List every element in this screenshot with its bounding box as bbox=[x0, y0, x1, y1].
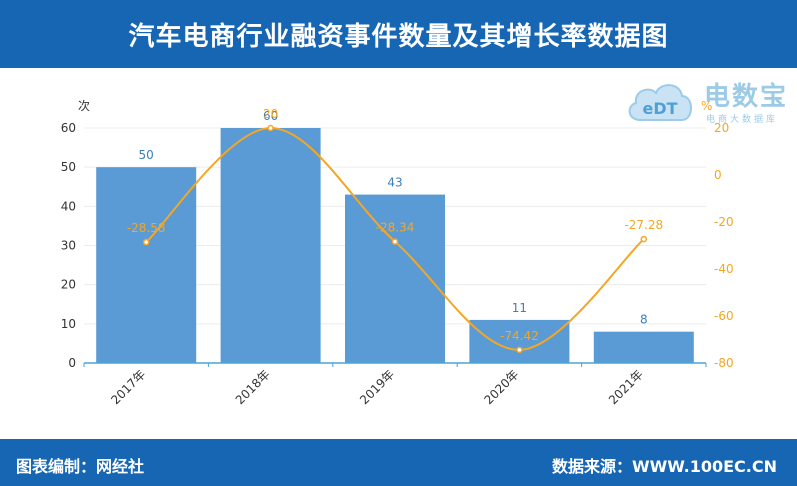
logo: eDT 电数宝 电商大数据库 bbox=[626, 72, 791, 134]
footer-source: 数据来源：WWW.100EC.CN bbox=[551, 457, 777, 476]
bar-value-label: 11 bbox=[512, 301, 527, 315]
cloud-logo-icon: eDT bbox=[628, 84, 692, 121]
y2-tick-label: -20 bbox=[714, 215, 734, 229]
y2-tick-label: 20 bbox=[714, 121, 729, 135]
bar-value-label: 8 bbox=[640, 313, 648, 327]
bar bbox=[220, 128, 321, 363]
line-value-label: -28.58 bbox=[127, 221, 166, 235]
line-value-label: -27.28 bbox=[624, 218, 663, 232]
y-tick-label: 40 bbox=[61, 199, 76, 213]
x-tick-label: 2021年 bbox=[606, 367, 646, 407]
x-tick-label: 2020年 bbox=[482, 367, 522, 407]
y2-tick-label: -80 bbox=[714, 356, 734, 370]
line-point bbox=[640, 235, 648, 243]
chart-title-text: 汽车电商行业融资事件数量及其增长率数据图 bbox=[128, 21, 669, 52]
y2-tick-label: -40 bbox=[714, 262, 734, 276]
logo-brand: 电数宝 bbox=[704, 82, 789, 112]
y-tick-label: 50 bbox=[61, 160, 76, 174]
x-tick-label: 2018年 bbox=[233, 367, 273, 407]
y-tick-label: 20 bbox=[61, 278, 76, 292]
bar-value-label: 60 bbox=[263, 109, 278, 123]
line-point bbox=[267, 124, 274, 132]
y-tick-label: 10 bbox=[61, 317, 76, 331]
bar-value-label: 43 bbox=[387, 176, 402, 190]
line-point bbox=[142, 238, 150, 246]
line-value-label: -28.34 bbox=[376, 221, 415, 235]
logo-subtitle: 电商大数据库 bbox=[706, 115, 779, 125]
logo-mark: eDT bbox=[642, 99, 677, 118]
line-value-label: 20 bbox=[263, 107, 278, 121]
footer-credit: 图表编制：网经社 bbox=[16, 457, 145, 476]
y-tick-label: 30 bbox=[61, 239, 76, 253]
line-value-label: -74.42 bbox=[500, 329, 539, 343]
y-tick-label: 60 bbox=[61, 121, 76, 135]
chart-title: 汽车电商行业融资事件数量及其增长率数据图 bbox=[0, 0, 797, 68]
bar bbox=[469, 319, 570, 363]
line-point bbox=[391, 238, 399, 245]
y-axis-label: 次 bbox=[78, 99, 90, 113]
bar bbox=[593, 331, 694, 363]
y2-axis-label: % bbox=[701, 99, 712, 113]
y2-tick-label: -60 bbox=[714, 309, 734, 323]
y2-tick-label: 0 bbox=[714, 168, 722, 182]
bar-value-label: 50 bbox=[139, 148, 154, 162]
y-tick-label: 0 bbox=[68, 356, 76, 370]
x-tick-label: 2017年 bbox=[108, 367, 148, 407]
x-tick-label: 2019年 bbox=[357, 367, 397, 407]
bar bbox=[345, 194, 445, 363]
footer: 图表编制：网经社 数据来源：WWW.100EC.CN bbox=[0, 439, 797, 486]
bar bbox=[96, 167, 197, 363]
line-point bbox=[516, 346, 523, 354]
